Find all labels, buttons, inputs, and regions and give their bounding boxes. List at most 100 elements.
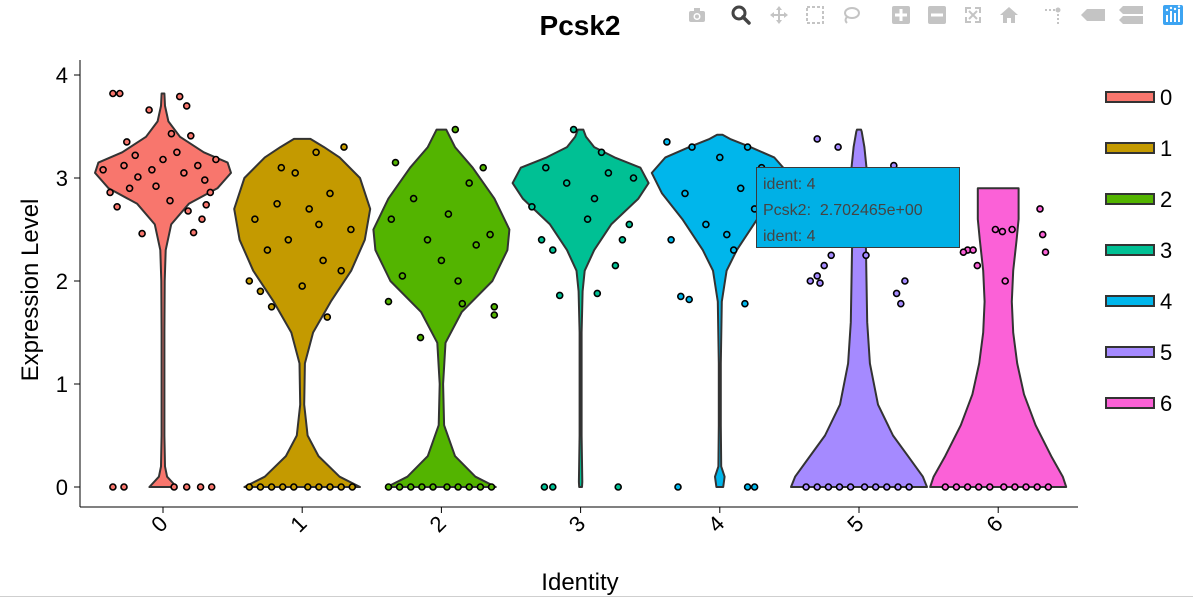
data-point[interactable]: [207, 483, 216, 491]
data-point[interactable]: [340, 143, 348, 151]
data-point[interactable]: [303, 483, 312, 491]
data-point[interactable]: [148, 166, 156, 174]
data-point[interactable]: [409, 194, 418, 203]
data-point[interactable]: [750, 483, 759, 491]
data-point[interactable]: [537, 236, 546, 244]
violin-0[interactable]: [94, 92, 232, 488]
data-point[interactable]: [743, 143, 752, 151]
pan-icon[interactable]: [768, 4, 790, 26]
data-point[interactable]: [896, 299, 905, 308]
legend-swatch[interactable]: [1105, 244, 1155, 256]
data-point[interactable]: [941, 483, 950, 491]
legend-label[interactable]: 3: [1160, 238, 1172, 263]
data-point[interactable]: [196, 483, 205, 491]
data-point[interactable]: [892, 289, 901, 298]
lasso-icon[interactable]: [840, 4, 862, 26]
data-point[interactable]: [109, 483, 117, 491]
hover-compare-icon[interactable]: [1116, 4, 1146, 26]
data-point[interactable]: [201, 176, 209, 184]
data-point[interactable]: [729, 246, 738, 254]
data-point[interactable]: [267, 302, 276, 311]
data-point[interactable]: [1044, 483, 1053, 491]
data-point[interactable]: [846, 483, 855, 491]
data-point[interactable]: [743, 483, 752, 491]
data-point[interactable]: [688, 143, 696, 151]
data-point[interactable]: [173, 148, 181, 157]
data-point[interactable]: [289, 483, 298, 491]
violin-3[interactable]: [511, 128, 650, 488]
legend-label[interactable]: 0: [1160, 85, 1172, 110]
data-point[interactable]: [458, 299, 467, 308]
data-point[interactable]: [326, 483, 334, 491]
data-point[interactable]: [429, 483, 437, 491]
data-point[interactable]: [959, 248, 968, 256]
data-point[interactable]: [120, 161, 128, 170]
data-point[interactable]: [305, 205, 314, 213]
data-point[interactable]: [973, 261, 982, 270]
data-point[interactable]: [998, 227, 1007, 236]
hover-closest-icon[interactable]: [1078, 4, 1108, 26]
data-point[interactable]: [256, 287, 265, 296]
data-point[interactable]: [969, 246, 977, 254]
data-point[interactable]: [562, 179, 571, 187]
data-point[interactable]: [824, 483, 833, 491]
legend-label[interactable]: 2: [1160, 187, 1172, 212]
data-point[interactable]: [614, 483, 623, 491]
data-point[interactable]: [245, 483, 254, 491]
camera-icon[interactable]: [686, 4, 708, 26]
data-point[interactable]: [284, 236, 293, 244]
data-point[interactable]: [715, 153, 724, 162]
data-point[interactable]: [291, 169, 300, 177]
data-point[interactable]: [806, 277, 815, 285]
data-point[interactable]: [337, 266, 346, 275]
data-point[interactable]: [443, 483, 451, 491]
data-point[interactable]: [245, 277, 254, 285]
data-point[interactable]: [189, 228, 198, 237]
data-point[interactable]: [604, 169, 613, 177]
data-point[interactable]: [999, 483, 1008, 491]
data-point[interactable]: [123, 138, 131, 146]
data-point[interactable]: [827, 251, 836, 260]
data-point[interactable]: [548, 483, 557, 491]
data-point[interactable]: [722, 230, 731, 239]
data-point[interactable]: [166, 196, 174, 205]
data-point[interactable]: [974, 483, 983, 491]
data-point[interactable]: [418, 483, 426, 491]
data-point[interactable]: [548, 246, 557, 254]
data-point[interactable]: [391, 158, 400, 167]
data-point[interactable]: [187, 132, 195, 140]
legend-swatch[interactable]: [1105, 193, 1155, 205]
data-point[interactable]: [323, 313, 332, 321]
reset-axes-icon[interactable]: [998, 4, 1020, 26]
data-point[interactable]: [131, 151, 139, 160]
data-point[interactable]: [326, 189, 334, 198]
data-point[interactable]: [871, 483, 880, 491]
data-point[interactable]: [487, 483, 496, 491]
data-point[interactable]: [184, 207, 192, 215]
data-point[interactable]: [451, 125, 460, 134]
data-point[interactable]: [490, 302, 499, 311]
data-point[interactable]: [138, 229, 146, 238]
data-point[interactable]: [120, 483, 128, 491]
data-point[interactable]: [212, 155, 220, 164]
data-point[interactable]: [702, 220, 710, 229]
data-point[interactable]: [905, 483, 913, 491]
zoom-in-icon[interactable]: [890, 4, 912, 26]
data-point[interactable]: [182, 483, 191, 491]
data-point[interactable]: [159, 155, 167, 164]
data-point[interactable]: [454, 483, 462, 491]
violin-2[interactable]: [372, 128, 511, 488]
data-point[interactable]: [813, 135, 822, 143]
data-point[interactable]: [277, 163, 286, 172]
data-point[interactable]: [736, 184, 745, 193]
data-point[interactable]: [319, 256, 327, 265]
data-point[interactable]: [479, 163, 488, 172]
data-point[interactable]: [437, 256, 446, 265]
data-point[interactable]: [985, 483, 994, 491]
data-point[interactable]: [835, 483, 844, 491]
data-point[interactable]: [681, 189, 689, 198]
legend-label[interactable]: 4: [1160, 289, 1172, 314]
data-point[interactable]: [834, 143, 842, 151]
data-point[interactable]: [202, 201, 210, 209]
data-point[interactable]: [901, 277, 909, 285]
